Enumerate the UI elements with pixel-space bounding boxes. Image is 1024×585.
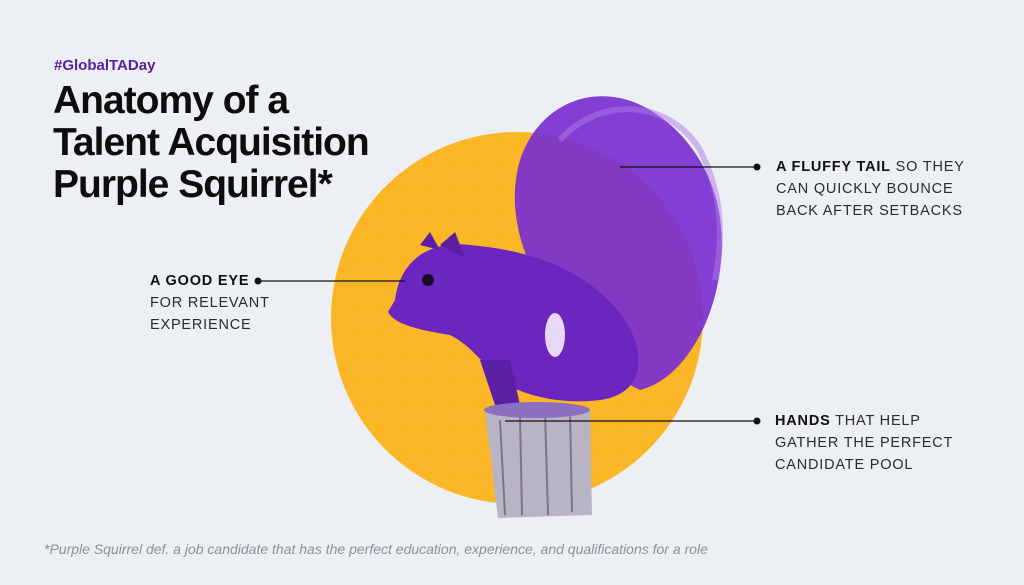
squirrel-body: [388, 244, 639, 402]
title-line: Purple Squirrel*: [53, 163, 333, 206]
squirrel-image: [388, 96, 723, 518]
squirrel-legs: [480, 360, 520, 405]
hashtag: #GlobalTADay: [54, 57, 156, 74]
callout-lines: [254, 163, 761, 425]
title-line: Talent Acquisition: [53, 121, 370, 164]
title-line: Anatomy of a: [53, 79, 289, 122]
page-title: Anatomy of a Talent Acquisition Purple S…: [53, 79, 370, 206]
callout-hands: HANDS THAT HELP GATHER THE PERFECT CANDI…: [775, 413, 954, 473]
footnote: *Purple Squirrel def. a job candidate th…: [44, 541, 708, 557]
callout-eye: A GOOD EYE FOR RELEVANT EXPERIENCE: [150, 273, 270, 333]
tree-stump: [485, 408, 592, 518]
squirrel-eye: [422, 274, 434, 286]
callout-tail: A FLUFFY TAIL SO THEY CAN QUICKLY BOUNCE…: [776, 159, 965, 219]
